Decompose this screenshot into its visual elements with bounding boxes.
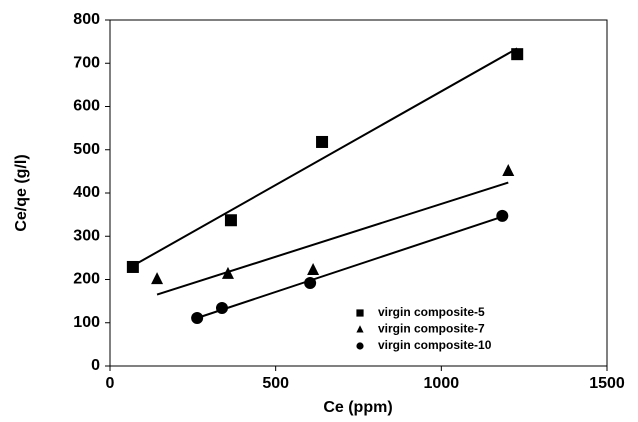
y-tick-label: 200 (73, 271, 100, 288)
y-tick-label: 600 (73, 98, 100, 115)
x-tick-label: 1500 (589, 375, 625, 392)
data-point (316, 135, 329, 148)
y-tick-label: 0 (91, 357, 100, 374)
data-point (307, 262, 320, 275)
data-point (511, 48, 524, 61)
x-axis-label: Ce (ppm) (323, 399, 392, 416)
data-point (126, 260, 139, 273)
trend-line (196, 215, 503, 319)
legend-marker (356, 342, 364, 350)
legend-marker (356, 325, 364, 333)
legend-label: virgin composite-7 (378, 322, 485, 336)
trend-line (132, 47, 518, 267)
legend-marker (356, 309, 364, 317)
data-point (224, 214, 237, 227)
data-point (191, 311, 204, 324)
y-tick-label: 300 (73, 227, 100, 244)
data-point (304, 276, 317, 289)
y-tick-label: 400 (73, 184, 100, 201)
x-tick-label: 1000 (424, 375, 460, 392)
y-tick-label: 500 (73, 141, 100, 158)
legend-label: virgin composite-10 (378, 338, 492, 352)
y-axis-label: Ce/qe (g/l) (13, 154, 30, 231)
data-point (221, 266, 234, 279)
data-point (502, 163, 515, 176)
x-tick-label: 500 (262, 375, 289, 392)
data-point (151, 272, 164, 285)
y-tick-label: 700 (73, 54, 100, 71)
trend-line (156, 181, 509, 296)
y-tick-label: 800 (73, 11, 100, 28)
x-tick-label: 0 (106, 375, 115, 392)
y-tick-label: 100 (73, 314, 100, 331)
data-point (215, 302, 228, 315)
data-point (496, 209, 509, 222)
legend-label: virgin composite-5 (378, 305, 485, 319)
